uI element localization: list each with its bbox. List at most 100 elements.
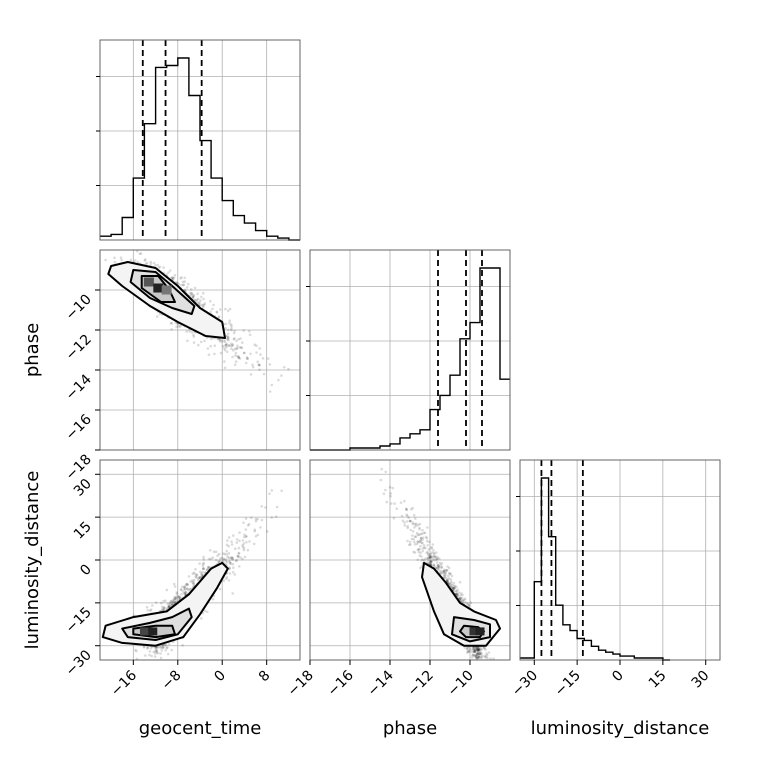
scatter-point-time-distance [225,560,229,564]
scatter-point-time-phase [139,252,143,255]
scatter-point-time-distance [194,575,197,579]
scatter-point-time-phase [230,347,233,351]
scatter-point-time-distance [256,533,260,537]
scatter-point-time-phase [183,280,187,283]
scatter-point-phase-distance [433,555,437,559]
scatter-point-time-phase [189,288,193,291]
scatter-point-time-distance [266,530,269,533]
scatter-point-time-distance [174,597,177,601]
scatter-point-phase-distance [474,653,478,657]
scatter-point-time-phase [224,322,228,326]
scatter-point-phase-distance [439,563,443,567]
scatter-point-time-phase [249,373,253,376]
scatter-point-time-distance [227,544,230,548]
scatter-point-time-phase [198,303,201,306]
scatter-point-phase-distance [477,655,481,659]
scatter-point-time-distance [173,585,177,588]
scatter-point-phase-distance [422,531,426,535]
scatter-point-phase-distance [448,572,452,576]
scatter-point-phase-distance [426,550,429,554]
scatter-point-time-distance [175,592,179,595]
scatter-point-time-distance [242,546,246,550]
scatter-point-phase-distance [473,650,477,653]
scatter-point-phase-distance [492,657,495,660]
scatter-point-time-phase [219,308,222,311]
scatter-point-time-distance [197,576,200,580]
x-tick-label: −16 [108,667,140,699]
histogram-step-luminosity_distance [520,477,670,661]
scatter-point-phase-distance [436,565,440,569]
scatter-point-phase-distance [421,528,424,532]
scatter-point-phase-distance [418,548,421,551]
scatter-point-time-distance [160,644,164,648]
scatter-point-time-phase [226,309,230,313]
scatter-point-phase-distance [484,648,487,651]
scatter-point-phase-distance [442,570,446,573]
scatter-point-time-distance [256,517,260,521]
scatter-point-time-phase [255,344,258,348]
scatter-point-time-distance [241,545,245,548]
scatter-point-phase-distance [437,566,441,569]
scatter-point-time-phase [242,351,246,355]
scatter-point-phase-distance [475,646,478,650]
scatter-point-phase-distance [475,647,479,651]
scatter-point-time-distance [153,655,157,658]
x-tick-label: −30 [509,668,541,700]
scatter-point-phase-distance [476,656,479,659]
scatter-point-time-phase [136,260,140,264]
scatter-point-time-distance [156,646,160,649]
scatter-point-time-distance [253,530,256,533]
scatter-point-phase-distance [474,655,478,658]
scatter-point-phase-distance [437,565,441,568]
scatter-point-phase-distance [408,519,412,523]
scatter-point-phase-distance [475,648,479,652]
scatter-point-time-phase [173,273,177,277]
scatter-point-phase-distance [434,558,438,561]
scatter-point-time-phase [202,305,205,309]
scatter-point-phase-distance [427,552,431,556]
scatter-point-phase-distance [419,536,423,540]
scatter-point-phase-distance [421,538,424,542]
scatter-point-phase-distance [434,566,438,569]
scatter-point-phase-distance [436,567,439,570]
scatter-point-time-distance [173,598,176,601]
scatter-point-time-distance [146,609,149,612]
scatter-point-time-distance [162,606,166,609]
scatter-point-phase-distance [421,549,425,553]
scatter-point-phase-distance [483,656,487,659]
scatter-point-time-phase [186,282,190,286]
scatter-point-time-distance [175,591,179,594]
scatter-point-time-distance [268,492,271,496]
scatter-point-time-phase [228,307,232,311]
scatter-point-phase-distance [416,540,419,543]
scatter-point-phase-distance [452,581,456,585]
y-tick-label: −10 [63,292,95,324]
scatter-point-time-distance [248,540,251,543]
scatter-point-phase-distance [436,563,440,567]
scatter-point-time-phase [192,335,196,338]
scatter-point-phase-distance [423,546,426,549]
scatter-point-time-distance [166,602,170,605]
scatter-point-time-distance [201,564,205,568]
scatter-point-phase-distance [455,592,459,595]
scatter-point-phase-distance [472,648,476,652]
scatter-point-time-distance [194,572,197,576]
scatter-point-phase-distance [418,566,422,570]
scatter-point-time-distance [189,580,192,583]
scatter-point-time-phase [251,363,254,367]
scatter-point-time-phase [113,256,116,260]
scatter-point-time-phase [225,350,229,354]
scatter-point-time-phase [218,338,222,341]
scatter-point-phase-distance [447,577,451,580]
scatter-point-phase-distance [445,569,449,572]
scatter-point-time-distance [235,538,239,541]
scatter-point-phase-distance [477,652,481,656]
scatter-point-time-distance [159,656,163,660]
scatter-point-phase-distance [440,566,443,569]
scatter-point-phase-distance [412,550,415,554]
scatter-point-time-distance [228,561,232,565]
scatter-point-phase-distance [418,540,421,544]
density-cell [475,627,485,636]
scatter-point-phase-distance [479,656,483,660]
